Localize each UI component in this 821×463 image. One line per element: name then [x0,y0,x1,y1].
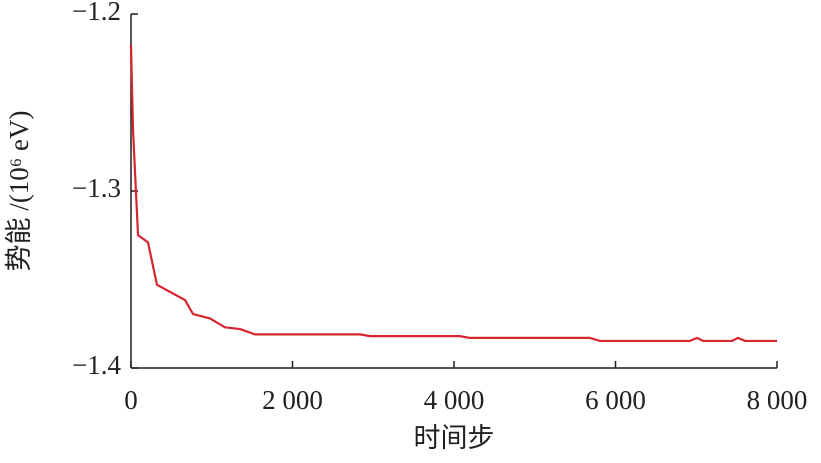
x-tick-label: 6 000 [585,385,646,415]
y-tick-label: −1.2 [72,0,121,26]
y-axis-label: 势能 /(10⁶ eV) [4,111,34,272]
x-tick-label: 0 [124,385,138,415]
data-line [129,44,777,343]
x-tick-label: 8 000 [747,385,808,415]
x-tick-label: 4 000 [424,385,485,415]
y-tick-label: −1.4 [72,350,121,380]
x-axis-label: 时间步 [414,423,495,453]
x-tick-label: 2 000 [262,385,323,415]
y-tick-label: −1.3 [72,173,121,203]
